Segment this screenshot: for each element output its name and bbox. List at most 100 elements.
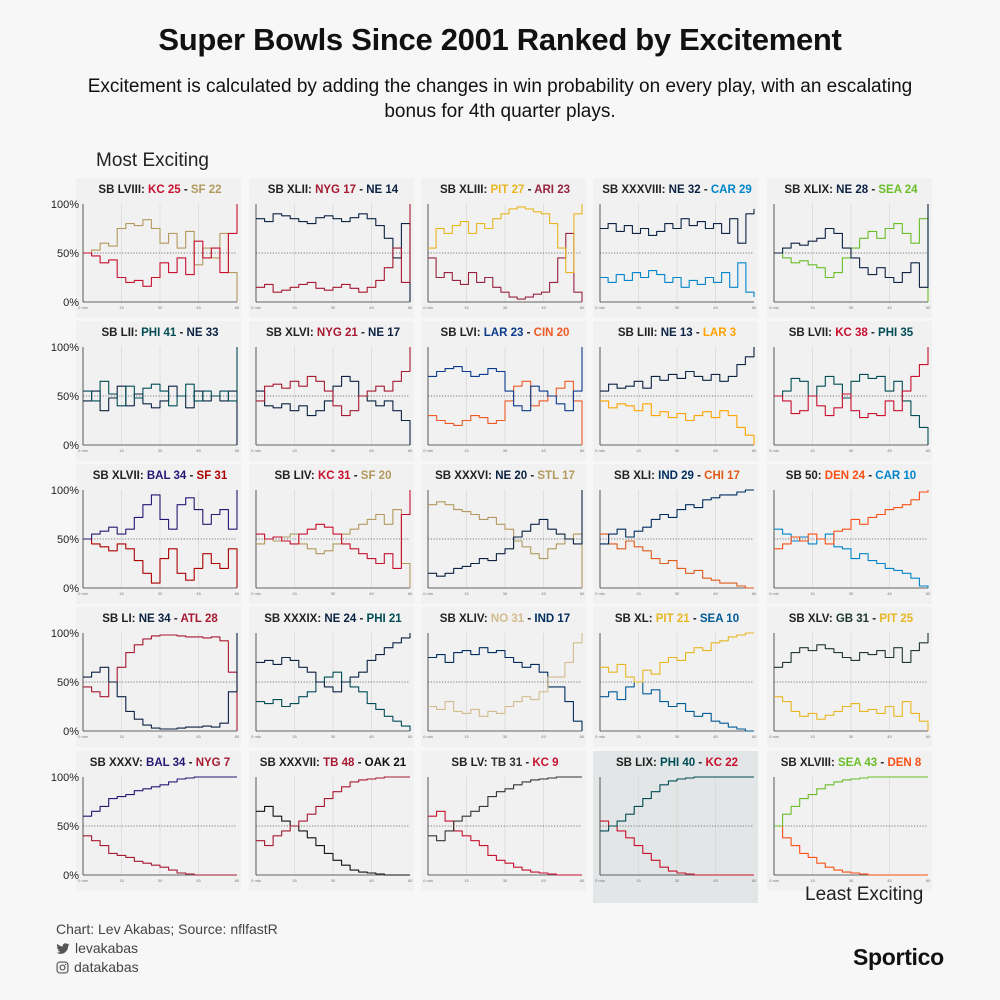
super-bowl-label: SB 50: <box>785 470 825 482</box>
winner-score: NE 13 <box>660 327 693 339</box>
panel-background <box>593 464 758 604</box>
x-tick-label: 30 <box>849 734 854 739</box>
loser-score: ARI 23 <box>534 184 570 196</box>
super-bowl-label: SB LIII: <box>617 327 661 339</box>
win-probability-chart: 0 min 15 30 45 60 <box>769 490 931 596</box>
game-panel: SB LI: NE 34 - ATL 28 0 min 15 30 45 60 100% 50… <box>51 607 241 747</box>
x-tick-label: 45 <box>369 591 374 596</box>
panel-background <box>249 751 414 891</box>
loser-score: PHI 21 <box>366 613 402 625</box>
y-tick-label: 100% <box>51 199 79 211</box>
loser-win-probability-line <box>428 647 583 731</box>
winner-win-probability-line <box>774 776 928 827</box>
x-tick-label: 30 <box>158 448 163 453</box>
x-tick-label: 0 min <box>78 305 88 310</box>
x-tick-label: 60 <box>752 305 757 310</box>
y-tick-label: 0% <box>63 440 79 452</box>
super-bowl-label: SB LVI: <box>440 327 484 339</box>
game-panel: SB LV: TB 31 - KC 9 0 min 15 30 45 60 <box>418 751 586 891</box>
super-bowl-label: SB XLIX: <box>784 184 837 196</box>
game-panel: SB XXXVII: TB 48 - OAK 21 0 min 15 30 45 60 <box>246 751 414 891</box>
x-tick-label: 0 min <box>251 734 261 739</box>
win-probability-chart: 0 min 15 30 45 60 100% 50% 0% <box>51 485 240 596</box>
x-tick-label: 30 <box>849 591 854 596</box>
y-tick-label: 100% <box>51 772 79 784</box>
x-tick-label: 15 <box>292 591 297 596</box>
panel-background <box>76 321 241 461</box>
loser-win-probability-line <box>256 213 411 302</box>
x-tick-label: 15 <box>464 734 469 739</box>
panel-title: SB XXXV: BAL 34 - NYG 7 <box>73 757 247 769</box>
loser-score: LAR 3 <box>702 327 737 339</box>
win-probability-chart: 0 min 15 30 45 60 100% 50% 0% <box>51 628 240 739</box>
score-separator: - <box>867 327 879 339</box>
score-separator: - <box>693 470 705 482</box>
loser-score: SF 31 <box>196 470 228 482</box>
x-tick-label: 0 min <box>769 734 779 739</box>
game-panel: SB XLIV: NO 31 - IND 17 0 min 15 30 45 60 <box>418 607 586 747</box>
game-panel: SB XLI: IND 29 - CHI 17 0 min 15 30 45 60 <box>590 464 758 604</box>
x-tick-label: 60 <box>408 734 413 739</box>
loser-score: PIT 25 <box>879 613 914 625</box>
panel-title: SB XLI: IND 29 - CHI 17 <box>590 470 764 482</box>
x-tick-label: 45 <box>887 734 892 739</box>
panel-background <box>593 178 758 318</box>
page-title: Super Bowls Since 2001 Ranked by Excitem… <box>158 22 842 57</box>
loser-score: NYG 7 <box>195 757 231 769</box>
x-tick-label: 30 <box>331 878 336 883</box>
win-probability-chart: 0 min 15 30 45 60 <box>251 776 413 883</box>
x-tick-label: 60 <box>752 448 757 453</box>
win-probability-chart: 0 min 15 30 45 60 <box>769 776 931 883</box>
x-tick-label: 60 <box>408 591 413 596</box>
game-panel: SB LIII: NE 13 - LAR 3 0 min 15 30 45 60 <box>590 321 758 461</box>
x-tick-label: 15 <box>810 305 815 310</box>
panel-background <box>76 464 241 604</box>
x-tick-label: 15 <box>464 878 469 883</box>
x-tick-label: 60 <box>235 878 240 883</box>
x-tick-label: 60 <box>235 448 240 453</box>
x-tick-label: 45 <box>887 305 892 310</box>
loser-win-probability-line <box>83 538 238 588</box>
winner-score: IND 29 <box>658 470 694 482</box>
sportico-logo: Sportico <box>853 944 944 970</box>
score-separator: - <box>180 184 191 196</box>
game-panel: SB XLVI: NYG 21 - NE 17 0 min 15 30 45 60 <box>246 321 414 461</box>
twitter-line: levakabas <box>56 939 278 958</box>
super-bowl-label: SB LVIII: <box>98 184 149 196</box>
page-subtitle: Excitement is calculated by adding the c… <box>87 76 913 122</box>
panel-title: SB XLII: NYG 17 - NE 14 <box>246 184 420 196</box>
x-tick-label: 45 <box>541 448 546 453</box>
game-panel: SB XLIX: NE 28 - SEA 24 0 min 15 30 45 60 <box>764 178 932 318</box>
loser-win-probability-line <box>600 533 754 589</box>
panel-background <box>249 464 414 604</box>
x-tick-label: 15 <box>810 448 815 453</box>
y-tick-label: 50% <box>57 677 79 689</box>
loser-score: SF 20 <box>360 470 392 482</box>
loser-score: NE 17 <box>368 327 401 339</box>
x-tick-label: 45 <box>713 591 718 596</box>
game-panel: SB LIV: KC 31 - SF 20 0 min 15 30 45 60 <box>246 464 414 604</box>
x-tick-label: 15 <box>119 448 124 453</box>
x-tick-label: 30 <box>675 591 680 596</box>
score-separator: - <box>869 613 880 625</box>
score-separator: - <box>524 613 535 625</box>
y-tick-label: 100% <box>51 485 79 497</box>
panel-title: SB XLVIII: SEA 43 - DEN 8 <box>764 757 938 769</box>
score-separator: - <box>877 757 888 769</box>
loser-score: CIN 20 <box>533 327 570 339</box>
super-bowl-label: SB LV: <box>451 757 491 769</box>
super-bowl-label: SB XXXVIII: <box>602 184 669 196</box>
x-tick-label: 30 <box>331 734 336 739</box>
panel-title: SB XL: PIT 21 - SEA 10 <box>590 613 764 625</box>
loser-score: PHI 35 <box>878 327 914 339</box>
loser-score: KC 9 <box>532 757 559 769</box>
super-bowl-label: SB XLVI: <box>265 327 317 339</box>
game-panel: SB LVIII: KC 25 - SF 22 0 min 15 30 45 60 100%… <box>51 178 241 318</box>
score-separator: - <box>185 757 196 769</box>
score-separator: - <box>689 613 700 625</box>
win-probability-chart: 0 min 15 30 45 60 <box>251 347 413 453</box>
winner-score: NO 31 <box>490 613 525 625</box>
x-tick-label: 30 <box>675 305 680 310</box>
panel-title: SB LII: PHI 41 - NE 33 <box>73 327 247 339</box>
